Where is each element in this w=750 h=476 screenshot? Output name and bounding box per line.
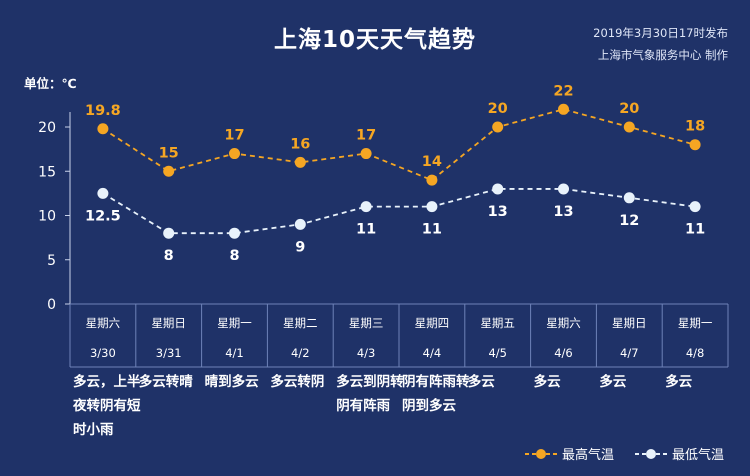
weather-text: 多云转阴 <box>270 373 324 390</box>
data-label-high: 18 <box>685 119 705 135</box>
y-tick-label: 10 <box>38 209 56 225</box>
series-line-high <box>102 108 696 182</box>
data-label-high: 22 <box>553 83 573 99</box>
point-high <box>492 121 504 133</box>
weekday-label: 星期日 <box>612 316 647 330</box>
data-label-low: 13 <box>488 204 508 220</box>
data-label-high: 19.8 <box>85 103 121 119</box>
point-high <box>229 148 240 160</box>
weather-text: 多云 <box>665 373 692 390</box>
series-line-low <box>102 188 696 235</box>
point-low <box>426 201 438 213</box>
point-low <box>229 227 240 239</box>
data-label-low: 9 <box>295 239 305 255</box>
y-tick-label: 15 <box>38 164 56 180</box>
y-tick-label: 5 <box>47 253 56 269</box>
date-label: 4/2 <box>291 346 310 360</box>
point-high <box>360 148 372 160</box>
legend: 最高气温 最低气温 <box>524 444 724 463</box>
point-low <box>689 201 701 213</box>
legend-high-label: 最高气温 <box>561 448 614 463</box>
data-label-high: 16 <box>290 136 310 152</box>
weekday-label: 星期一 <box>217 316 252 330</box>
data-label-low: 8 <box>164 248 174 264</box>
weather-text: 晴到多云 <box>205 373 259 390</box>
date-label: 4/3 <box>357 346 376 360</box>
weekday-label: 星期六 <box>546 316 581 330</box>
data-label-low: 12 <box>619 213 639 229</box>
weather-text: 多云到阴转 <box>336 373 404 390</box>
legend-item-high: 最高气温 <box>524 444 614 463</box>
weather-text: 多云转晴 <box>139 373 193 390</box>
legend-high-marker <box>524 448 557 459</box>
data-label-high: 15 <box>159 145 179 161</box>
weather-text: 时小雨 <box>73 421 114 438</box>
point-low <box>294 218 306 230</box>
weather-text: 多云，上半 <box>73 373 141 390</box>
data-label-high: 17 <box>356 128 376 144</box>
point-low <box>492 183 504 195</box>
legend-low-marker <box>634 448 667 459</box>
date-label: 4/8 <box>686 346 705 360</box>
point-high <box>426 174 438 186</box>
weekday-label: 星期三 <box>349 316 384 330</box>
weekday-label: 星期二 <box>283 316 318 330</box>
data-label-high: 20 <box>488 101 508 117</box>
date-label: 4/1 <box>225 346 244 360</box>
date-label: 3/31 <box>156 346 182 360</box>
point-low <box>360 201 372 213</box>
date-label: 4/6 <box>554 346 573 360</box>
point-high <box>623 121 635 133</box>
point-high <box>97 123 109 135</box>
data-label-high: 14 <box>422 154 442 170</box>
legend-low-label: 最低气温 <box>671 448 724 463</box>
publisher-name: 上海市气象服务中心 制作 <box>597 48 728 62</box>
weather-text: 多云 <box>534 373 562 390</box>
data-label-low: 8 <box>229 248 239 264</box>
weather-text: 夜转阴有短 <box>72 397 141 414</box>
date-label: 4/5 <box>488 346 507 360</box>
weather-text: 多云 <box>468 373 495 390</box>
data-label-low: 11 <box>422 222 442 238</box>
date-label: 3/30 <box>90 346 116 360</box>
weather-text: 阴到多云 <box>402 397 456 414</box>
weather-text: 多云 <box>599 373 627 390</box>
data-label-high: 17 <box>224 128 244 144</box>
y-tick-label: 0 <box>47 297 56 313</box>
weekday-label: 星期日 <box>151 316 186 330</box>
point-high <box>163 165 175 177</box>
publish-info: 2019年3月30日17时发布 上海市气象服务中心 制作 <box>593 22 728 66</box>
point-high <box>558 103 569 115</box>
chart-title: 上海10天天气趋势 <box>273 27 476 53</box>
data-label-low: 12.5 <box>85 208 121 224</box>
point-high <box>294 156 306 168</box>
point-low <box>623 192 635 204</box>
point-low <box>97 187 109 199</box>
data-label-low: 11 <box>356 222 376 238</box>
data-label-low: 11 <box>685 222 705 238</box>
weekday-label: 星期六 <box>86 316 121 330</box>
date-label: 4/7 <box>620 346 639 360</box>
point-high <box>689 139 701 151</box>
point-low <box>558 183 569 195</box>
data-label-high: 20 <box>619 101 639 117</box>
legend-item-low: 最低气温 <box>634 444 724 463</box>
y-tick-label: 20 <box>38 120 56 136</box>
date-label: 4/4 <box>423 346 442 360</box>
weather-text: 阴有阵雨转 <box>402 373 470 390</box>
weekday-label: 星期四 <box>415 316 450 330</box>
weather-text: 阴有阵雨 <box>336 397 390 414</box>
point-low <box>163 227 175 239</box>
data-label-low: 13 <box>553 204 573 220</box>
weekday-label: 星期五 <box>480 316 515 330</box>
publish-date: 2019年3月30日17时发布 <box>593 26 728 40</box>
weekday-label: 星期一 <box>678 316 713 330</box>
unit-label: 单位：℃ <box>24 76 77 91</box>
